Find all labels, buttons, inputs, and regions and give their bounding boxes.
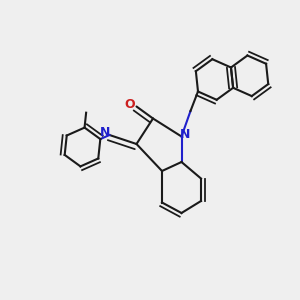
Text: N: N xyxy=(180,128,190,141)
Text: N: N xyxy=(100,126,110,139)
Text: O: O xyxy=(124,98,135,112)
